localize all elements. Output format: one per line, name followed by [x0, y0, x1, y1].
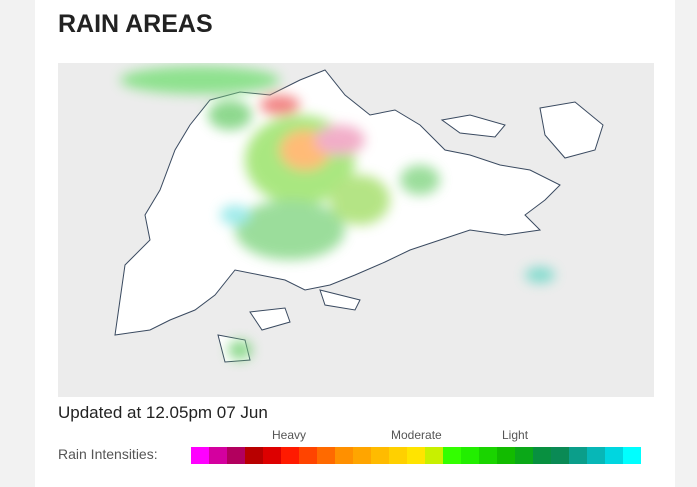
legend-swatch [623, 447, 641, 464]
legend-label: Rain Intensities: [58, 446, 158, 462]
legend-swatch [533, 447, 551, 464]
legend-swatch [425, 447, 443, 464]
rain-cells [120, 66, 555, 360]
legend-swatch [515, 447, 533, 464]
scale-label: Heavy [272, 428, 307, 442]
legend-swatch [605, 447, 623, 464]
scale-label: Light [502, 428, 529, 442]
updated-time: Updated at 12.05pm 07 Jun [58, 403, 268, 422]
legend-swatch [569, 447, 587, 464]
legend-swatch [587, 447, 605, 464]
legend-swatch [389, 447, 407, 464]
legend-swatch [407, 447, 425, 464]
legend-scale [191, 447, 641, 464]
rain-card: RAIN AREAS Updated at 12.05pm 07 Jun [35, 0, 675, 487]
legend-swatch [335, 447, 353, 464]
title: RAIN AREAS [58, 10, 213, 38]
legend-swatch [191, 447, 209, 464]
legend-swatch [443, 447, 461, 464]
legend-swatch [551, 447, 569, 464]
scale-label: Moderate [391, 428, 442, 442]
legend-swatch [245, 447, 263, 464]
legend-swatch [371, 447, 389, 464]
legend-swatch [461, 447, 479, 464]
legend-swatch [497, 447, 515, 464]
legend-swatch [353, 447, 371, 464]
legend-swatch [227, 447, 245, 464]
rain-map [58, 63, 654, 397]
legend-swatch [209, 447, 227, 464]
legend-swatch [479, 447, 497, 464]
legend-swatch [299, 447, 317, 464]
legend-swatch [317, 447, 335, 464]
legend-swatch [263, 447, 281, 464]
legend-swatch [281, 447, 299, 464]
